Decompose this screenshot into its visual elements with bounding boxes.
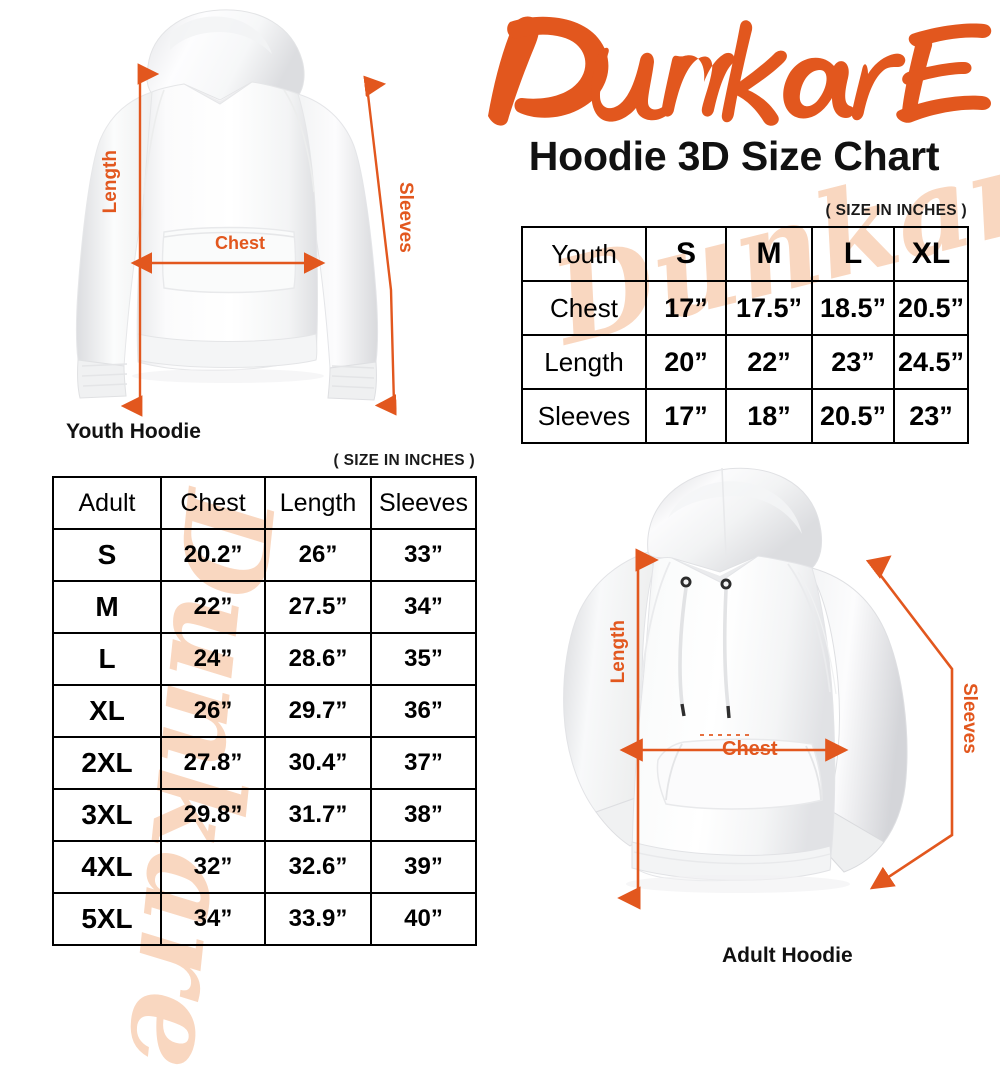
adult-hoodie-caption: Adult Hoodie	[722, 944, 853, 967]
adult-sleeves-label: Sleeves	[959, 683, 980, 754]
adult-length-m: 27.5”	[264, 580, 372, 634]
youth-sleeves-l: 20.5”	[811, 388, 895, 444]
youth-corner-label: Youth	[521, 226, 647, 282]
adult-sleeves-l: 35”	[370, 632, 477, 686]
youth-col-l: L	[811, 226, 895, 282]
table-row: S 20.2” 26” 33”	[52, 528, 477, 582]
table-row: XL 26” 29.7” 36”	[52, 684, 477, 738]
table-row: 2XL 27.8” 30.4” 37”	[52, 736, 477, 790]
table-row: 3XL 29.8” 31.7” 38”	[52, 788, 477, 842]
adult-sleeves-4xl: 39”	[370, 840, 477, 894]
adult-size-m: M	[52, 580, 162, 634]
youth-chest-l: 18.5”	[811, 280, 895, 336]
adult-chest-2xl: 27.8”	[160, 736, 266, 790]
adult-measure-overlay	[560, 450, 1000, 950]
table-row: L 24” 28.6” 35”	[52, 632, 477, 686]
adult-size-2xl: 2XL	[52, 736, 162, 790]
adult-length-2xl: 30.4”	[264, 736, 372, 790]
youth-length-s: 20”	[645, 334, 727, 390]
adult-length-4xl: 32.6”	[264, 840, 372, 894]
youth-hoodie-figure	[52, 4, 472, 414]
adult-sleeves-m: 34”	[370, 580, 477, 634]
adult-size-l: L	[52, 632, 162, 686]
page-title: Hoodie 3D Size Chart	[528, 133, 940, 179]
adult-sleeves-3xl: 38”	[370, 788, 477, 842]
adult-units-caption: ( SIZE IN INCHES )	[333, 452, 475, 469]
youth-measure-overlay	[0, 0, 500, 420]
youth-chest-s: 17”	[645, 280, 727, 336]
youth-row-label-chest: Chest	[521, 280, 647, 336]
youth-sleeves-s: 17”	[645, 388, 727, 444]
youth-sleeves-m: 18”	[725, 388, 813, 444]
youth-hoodie-caption: Youth Hoodie	[66, 420, 201, 443]
youth-chest-xl: 20.5”	[893, 280, 969, 336]
adult-chest-l: 24”	[160, 632, 266, 686]
adult-chest-s: 20.2”	[160, 528, 266, 582]
youth-size-table: Youth S M L XL Chest 17” 17.5” 18.5” 20.…	[521, 226, 969, 444]
table-row: Chest 17” 17.5” 18.5” 20.5”	[521, 280, 969, 336]
adult-size-xl: XL	[52, 684, 162, 738]
adult-size-5xl: 5XL	[52, 892, 162, 946]
youth-col-s: S	[645, 226, 727, 282]
youth-col-xl: XL	[893, 226, 969, 282]
adult-sleeves-xl: 36”	[370, 684, 477, 738]
brand-logo	[476, 8, 996, 136]
youth-col-m: M	[725, 226, 813, 282]
adult-length-l: 28.6”	[264, 632, 372, 686]
adult-length-3xl: 31.7”	[264, 788, 372, 842]
youth-length-l: 23”	[811, 334, 895, 390]
adult-size-table: Adult Chest Length Sleeves S 20.2” 26” 3…	[52, 476, 477, 946]
youth-chest-m: 17.5”	[725, 280, 813, 336]
table-row: 4XL 32” 32.6” 39”	[52, 840, 477, 894]
youth-units-caption: ( SIZE IN INCHES )	[825, 202, 967, 219]
table-row: Sleeves 17” 18” 20.5” 23”	[521, 388, 969, 444]
table-row: Length 20” 22” 23” 24.5”	[521, 334, 969, 390]
youth-row-label-length: Length	[521, 334, 647, 390]
adult-size-s: S	[52, 528, 162, 582]
adult-size-3xl: 3XL	[52, 788, 162, 842]
adult-sleeves-2xl: 37”	[370, 736, 477, 790]
adult-chest-xl: 26”	[160, 684, 266, 738]
adult-col-adult: Adult	[52, 476, 162, 530]
table-row: M 22” 27.5” 34”	[52, 580, 477, 634]
adult-chest-3xl: 29.8”	[160, 788, 266, 842]
youth-row-label-sleeves: Sleeves	[521, 388, 647, 444]
youth-sleeves-label: Sleeves	[395, 182, 416, 253]
adult-chest-4xl: 32”	[160, 840, 266, 894]
youth-chest-label: Chest	[215, 233, 266, 253]
adult-col-chest: Chest	[160, 476, 266, 530]
youth-length-xl: 24.5”	[893, 334, 969, 390]
table-row: 5XL 34” 33.9” 40”	[52, 892, 477, 946]
adult-size-4xl: 4XL	[52, 840, 162, 894]
table-row-header: Adult Chest Length Sleeves	[52, 476, 477, 530]
adult-chest-5xl: 34”	[160, 892, 266, 946]
adult-sleeves-5xl: 40”	[370, 892, 477, 946]
adult-length-xl: 29.7”	[264, 684, 372, 738]
youth-length-m: 22”	[725, 334, 813, 390]
adult-length-s: 26”	[264, 528, 372, 582]
adult-chest-label: Chest	[722, 738, 778, 760]
adult-sleeves-s: 33”	[370, 528, 477, 582]
adult-col-length: Length	[264, 476, 372, 530]
youth-sleeves-xl: 23”	[893, 388, 969, 444]
adult-length-5xl: 33.9”	[264, 892, 372, 946]
adult-col-sleeves: Sleeves	[370, 476, 477, 530]
adult-chest-m: 22”	[160, 580, 266, 634]
table-row-header: Youth S M L XL	[521, 226, 969, 282]
